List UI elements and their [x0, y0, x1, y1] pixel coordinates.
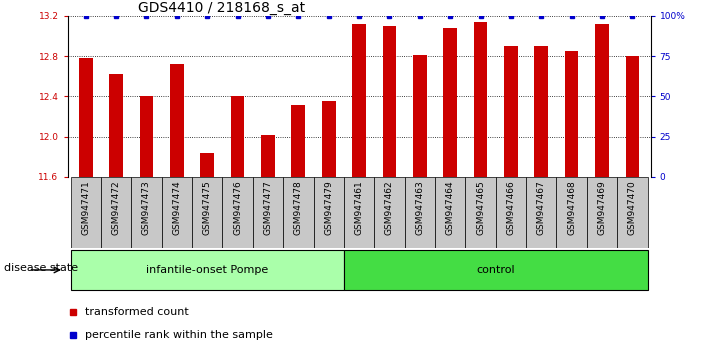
Bar	[504, 46, 518, 177]
Bar	[223, 177, 253, 248]
Bar	[565, 51, 579, 177]
Bar	[344, 177, 374, 248]
Text: GSM947476: GSM947476	[233, 181, 242, 235]
Bar	[557, 177, 587, 248]
Bar	[322, 102, 336, 177]
Bar	[526, 177, 557, 248]
Bar	[261, 135, 274, 177]
Bar	[496, 177, 526, 248]
Bar	[231, 96, 245, 177]
Bar	[617, 177, 648, 248]
Bar	[444, 28, 457, 177]
Bar	[139, 96, 154, 177]
Bar	[595, 24, 609, 177]
Bar	[474, 22, 487, 177]
Text: GSM947462: GSM947462	[385, 181, 394, 235]
Text: GSM947479: GSM947479	[324, 181, 333, 235]
Bar	[314, 177, 344, 248]
Bar	[201, 153, 214, 177]
Bar	[192, 177, 223, 248]
Text: GSM947473: GSM947473	[142, 181, 151, 235]
Bar	[70, 250, 344, 290]
Bar	[587, 177, 617, 248]
Bar	[374, 177, 405, 248]
Text: GSM947474: GSM947474	[172, 181, 181, 235]
Bar	[79, 58, 92, 177]
Text: GSM947477: GSM947477	[264, 181, 272, 235]
Text: GSM947463: GSM947463	[415, 181, 424, 235]
Text: transformed count: transformed count	[85, 307, 189, 317]
Text: GSM947471: GSM947471	[81, 181, 90, 235]
Bar	[383, 26, 396, 177]
Bar	[109, 74, 123, 177]
Bar	[344, 250, 648, 290]
Bar	[101, 177, 132, 248]
Bar	[626, 56, 639, 177]
Text: GSM947470: GSM947470	[628, 181, 637, 235]
Text: GSM947464: GSM947464	[446, 181, 454, 235]
Bar	[292, 104, 305, 177]
Text: control: control	[476, 265, 515, 275]
Text: percentile rank within the sample: percentile rank within the sample	[85, 330, 273, 339]
Text: GSM947467: GSM947467	[537, 181, 546, 235]
Text: GSM947461: GSM947461	[355, 181, 363, 235]
Text: GSM947465: GSM947465	[476, 181, 485, 235]
Text: GSM947466: GSM947466	[506, 181, 515, 235]
Bar	[253, 177, 283, 248]
Bar	[132, 177, 161, 248]
Bar	[405, 177, 435, 248]
Text: GDS4410 / 218168_s_at: GDS4410 / 218168_s_at	[137, 1, 304, 15]
Bar	[161, 177, 192, 248]
Bar	[352, 24, 366, 177]
Text: GSM947475: GSM947475	[203, 181, 212, 235]
Text: GSM947469: GSM947469	[597, 181, 606, 235]
Text: GSM947472: GSM947472	[112, 181, 121, 235]
Text: infantile-onset Pompe: infantile-onset Pompe	[146, 265, 268, 275]
Text: GSM947468: GSM947468	[567, 181, 576, 235]
Bar	[413, 55, 427, 177]
Bar	[465, 177, 496, 248]
Bar	[70, 177, 101, 248]
Text: disease state: disease state	[4, 263, 77, 273]
Bar	[435, 177, 465, 248]
Bar	[170, 64, 183, 177]
Text: GSM947478: GSM947478	[294, 181, 303, 235]
Bar	[283, 177, 314, 248]
Bar	[535, 46, 548, 177]
